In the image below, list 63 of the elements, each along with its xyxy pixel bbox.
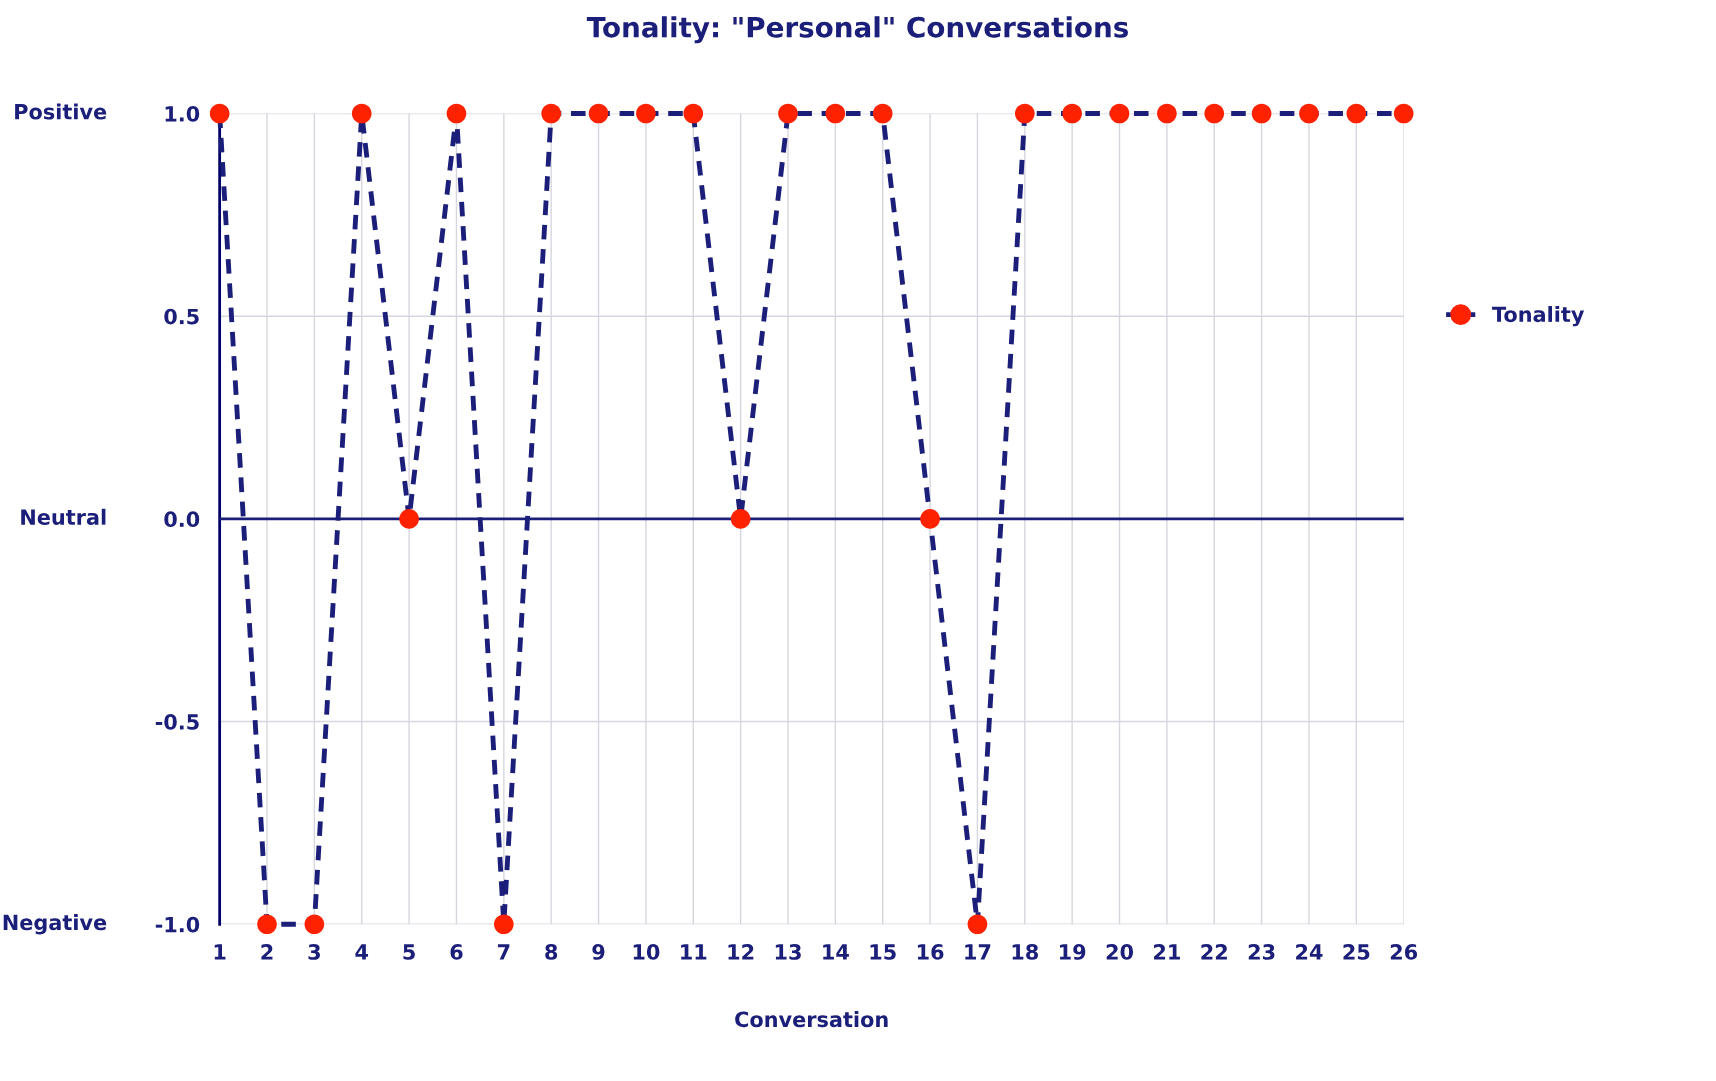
- x-tick-label: 19: [1060, 944, 1086, 960]
- x-tick-label: 22: [1201, 944, 1227, 960]
- x-tick-label: 26: [1390, 944, 1418, 960]
- y-tick-label: 0.0: [164, 511, 200, 528]
- point: [1346, 103, 1367, 124]
- x-tick-label: 20: [1106, 944, 1134, 960]
- point: [872, 103, 893, 124]
- x-tick-label: 24: [1296, 944, 1323, 960]
- y-tick-label: 1.0: [165, 105, 200, 122]
- point: [1251, 103, 1272, 124]
- x-tick-label: 17: [965, 944, 991, 960]
- text: Positive: [15, 103, 107, 120]
- x-tick-label: 2: [261, 944, 273, 960]
- y-tick-label: 0.5: [164, 308, 199, 325]
- legend-label: Tonality: [1492, 306, 1585, 327]
- x-tick-label: 5: [403, 944, 415, 960]
- x-tick-label: 14: [823, 944, 849, 960]
- point: [967, 914, 988, 935]
- point: [636, 103, 656, 124]
- x-tick-label: 9: [592, 944, 605, 960]
- x-tick-label: 12: [728, 944, 754, 960]
- x-tick-label: 11: [681, 944, 707, 960]
- chart-title: Tonality: "Personal" Conversations: [586, 16, 1128, 44]
- point: [1109, 103, 1130, 124]
- point: [588, 103, 609, 124]
- point: [683, 103, 704, 124]
- point: [778, 103, 798, 124]
- point: [730, 509, 751, 529]
- x-tick-label: 25: [1343, 944, 1370, 960]
- text: Negative: [3, 914, 107, 935]
- x-tick-label: 1: [214, 944, 226, 960]
- point: [257, 914, 277, 935]
- point: [304, 914, 325, 935]
- point: [209, 103, 230, 124]
- x-tick-label: 3: [308, 944, 320, 960]
- x-tick-label: 23: [1248, 944, 1275, 960]
- x-tick-label: 18: [1012, 944, 1038, 960]
- x-axis-title: Conversation: [735, 1011, 888, 1028]
- x-tick-label: 7: [497, 944, 510, 960]
- point: [446, 103, 467, 124]
- x-tick-label: 6: [450, 944, 463, 960]
- point: [351, 103, 372, 124]
- point: [825, 103, 846, 124]
- x-tick-label: 21: [1154, 944, 1180, 960]
- point: [1062, 103, 1082, 124]
- point: [541, 103, 561, 124]
- point: [1299, 103, 1319, 124]
- point: [920, 509, 940, 529]
- x-tick-label: 10: [633, 944, 660, 960]
- point: [1393, 103, 1414, 124]
- x-tick-label: 15: [870, 944, 896, 960]
- x-tick-label: 8: [545, 944, 558, 960]
- text: Neutral: [21, 508, 106, 525]
- x-tick-label: 16: [917, 944, 944, 960]
- x-tick-label: 4: [355, 944, 369, 960]
- point: [494, 914, 514, 935]
- point: [399, 509, 419, 529]
- y-tick-label: -1.0: [155, 916, 200, 933]
- point: [1157, 103, 1177, 124]
- point: [1014, 103, 1035, 124]
- y-tick-label: -0.5: [155, 714, 199, 730]
- point: [1204, 103, 1225, 124]
- x-tick-label: 13: [775, 944, 801, 960]
